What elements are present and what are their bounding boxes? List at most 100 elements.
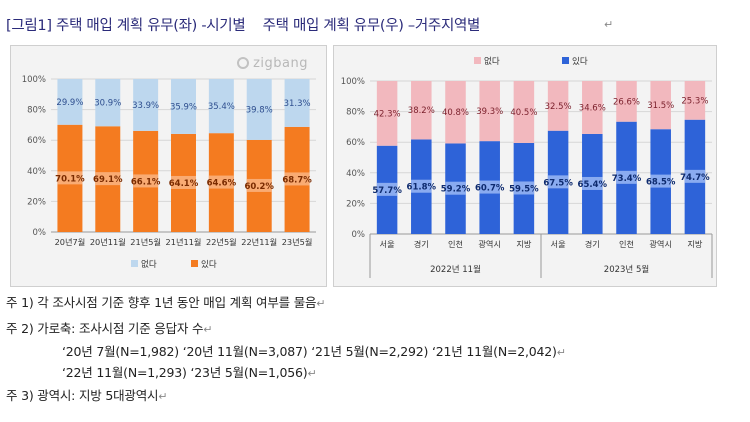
data-label-none: 40.8% [442, 108, 469, 118]
x-tick-label: 21년11월 [166, 237, 202, 247]
bar-segment-none [445, 81, 466, 144]
data-label-band [616, 170, 637, 184]
note-3: 주 3) 광역시: 지방 5대광역시↵ [6, 385, 168, 404]
data-label-band [57, 171, 83, 185]
data-label-has: 64.6% [207, 179, 237, 189]
figure-title: [그림1] 주택 매입 계획 유무(좌) -시기별 주택 매입 계획 유무(우)… [6, 18, 481, 34]
legend-swatch-has [562, 57, 569, 64]
bar-segment-none [411, 81, 432, 140]
bar-segment-none [547, 81, 569, 131]
bar-segment-none [684, 81, 706, 120]
bar-segment-none [582, 81, 603, 134]
data-label-band [582, 176, 603, 190]
chart-by-region: 0% 20% 40% 60% 80% 100% 57.7% 42.3% 서울 61.8% 38.2%… [333, 45, 717, 287]
x-tick-label: 인천 [619, 239, 634, 249]
data-label-has: 65.4% [578, 180, 608, 190]
zigbang-watermark: zigbang [237, 56, 308, 71]
note-2-line-1-text: ‘20년 7월(N=1,982) ‘20년 11월(N=3,087) ‘21년 … [62, 344, 557, 359]
paragraph-mark: ↵ [556, 346, 566, 359]
data-label-has: 60.2% [244, 182, 274, 192]
data-label-has: 59.5% [509, 184, 539, 194]
data-label-none: 32.5% [545, 102, 572, 112]
bar-segment-none [513, 81, 535, 143]
data-label-band [650, 174, 671, 188]
group-label: 2023년 5월 [604, 264, 649, 275]
data-label-band [208, 175, 234, 189]
zigbang-logo-icon [237, 57, 250, 69]
x-tick-label: 20년11월 [90, 237, 126, 247]
paragraph-mark: ↵ [316, 297, 326, 310]
y-tick-label: 80% [346, 108, 365, 118]
bar-segment-none [650, 81, 671, 130]
bar-segment-none [57, 79, 83, 125]
data-label-none: 34.6% [579, 103, 606, 113]
y-tick-label: 60% [346, 138, 365, 148]
y-tick-label: 0% [352, 230, 366, 240]
watermark-text: zigbang [253, 56, 308, 71]
note-1: 주 1) 각 조사시점 기준 향후 1년 동안 매입 계획 여부를 물음↵ [6, 292, 326, 311]
bar-segment-none [284, 79, 310, 127]
data-label-none: 33.9% [132, 101, 159, 111]
chart-by-period: 0% 20% 40% 60% 80% 100% 70.1% 29.9% 20년7월 69.1% 30… [10, 45, 327, 287]
y-tick-label: 40% [27, 167, 46, 177]
x-tick-label: 광역시 [478, 239, 501, 249]
data-label-has: 60.7% [475, 184, 505, 194]
note-2-text: 주 2) 가로축: 조사시점 기준 응답자 수 [6, 321, 204, 336]
data-label-none: 25.3% [681, 96, 708, 106]
legend-swatch-none [131, 260, 138, 267]
chart-by-region-svg: 0% 20% 40% 60% 80% 100% 57.7% 42.3% 서울 61.8% 38.2%… [341, 56, 713, 278]
data-label-band [376, 182, 398, 196]
data-label-band [95, 172, 121, 186]
data-label-none: 31.5% [647, 101, 674, 111]
legend-label-none: 없다 [484, 57, 500, 67]
note-2-line-2-text: ‘22년 11월(N=1,293) ‘23년 5월(N=1,056) [62, 365, 308, 380]
data-label-has: 70.1% [55, 174, 85, 184]
paragraph-mark: ↵ [203, 323, 213, 336]
bar-segment-none [95, 79, 121, 127]
data-label-none: 42.3% [374, 109, 401, 119]
x-tick-label: 경기 [585, 239, 600, 249]
data-label-band [479, 180, 500, 194]
x-tick-label: 20년7월 [55, 237, 86, 247]
paragraph-mark: ↵ [158, 390, 168, 403]
paragraph-mark: ↵ [307, 367, 317, 380]
x-tick-label: 서울 [380, 239, 396, 249]
data-label-has: 57.7% [372, 186, 402, 196]
y-tick-label: 80% [27, 106, 46, 116]
bar-segment-none [133, 79, 159, 131]
paragraph-mark: ↵ [604, 18, 614, 31]
data-label-none: 39.3% [476, 107, 503, 117]
data-label-band [246, 178, 272, 192]
y-tick-label: 40% [346, 169, 365, 179]
x-tick-label: 23년5월 [282, 237, 313, 247]
y-tick-label: 60% [27, 136, 46, 146]
bar-segment-none [616, 81, 637, 122]
x-tick-label: 지방 [516, 239, 532, 249]
x-tick-label: 22년11월 [241, 237, 277, 247]
data-label-has: 68.5% [646, 178, 676, 188]
data-label-none: 29.9% [56, 98, 83, 108]
note-1-text: 주 1) 각 조사시점 기준 향후 1년 동안 매입 계획 여부를 물음 [6, 295, 317, 310]
data-label-band [513, 181, 535, 195]
data-label-none: 35.9% [170, 102, 197, 112]
bar-segment-none [171, 79, 196, 134]
data-label-has: 67.5% [543, 178, 573, 188]
y-tick-label: 100% [22, 75, 46, 85]
data-label-band [547, 175, 569, 189]
data-label-has: 69.1% [93, 175, 123, 185]
data-label-has: 73.4% [612, 174, 642, 184]
bar-segment-none [479, 81, 500, 142]
data-label-band [284, 172, 310, 186]
y-tick-label: 0% [33, 228, 47, 238]
x-tick-label: 서울 [551, 239, 567, 249]
data-label-none: 40.5% [510, 108, 537, 118]
legend-swatch-has [191, 260, 198, 267]
bar-segment-none [246, 79, 272, 140]
x-tick-label: 21년5월 [130, 237, 161, 247]
legend-swatch-none [474, 57, 481, 64]
data-label-has: 59.2% [441, 185, 471, 195]
x-tick-label: 22년5월 [206, 237, 237, 247]
data-label-band [133, 174, 159, 188]
bar-segment-none [208, 79, 234, 134]
data-label-none: 31.3% [284, 99, 311, 109]
